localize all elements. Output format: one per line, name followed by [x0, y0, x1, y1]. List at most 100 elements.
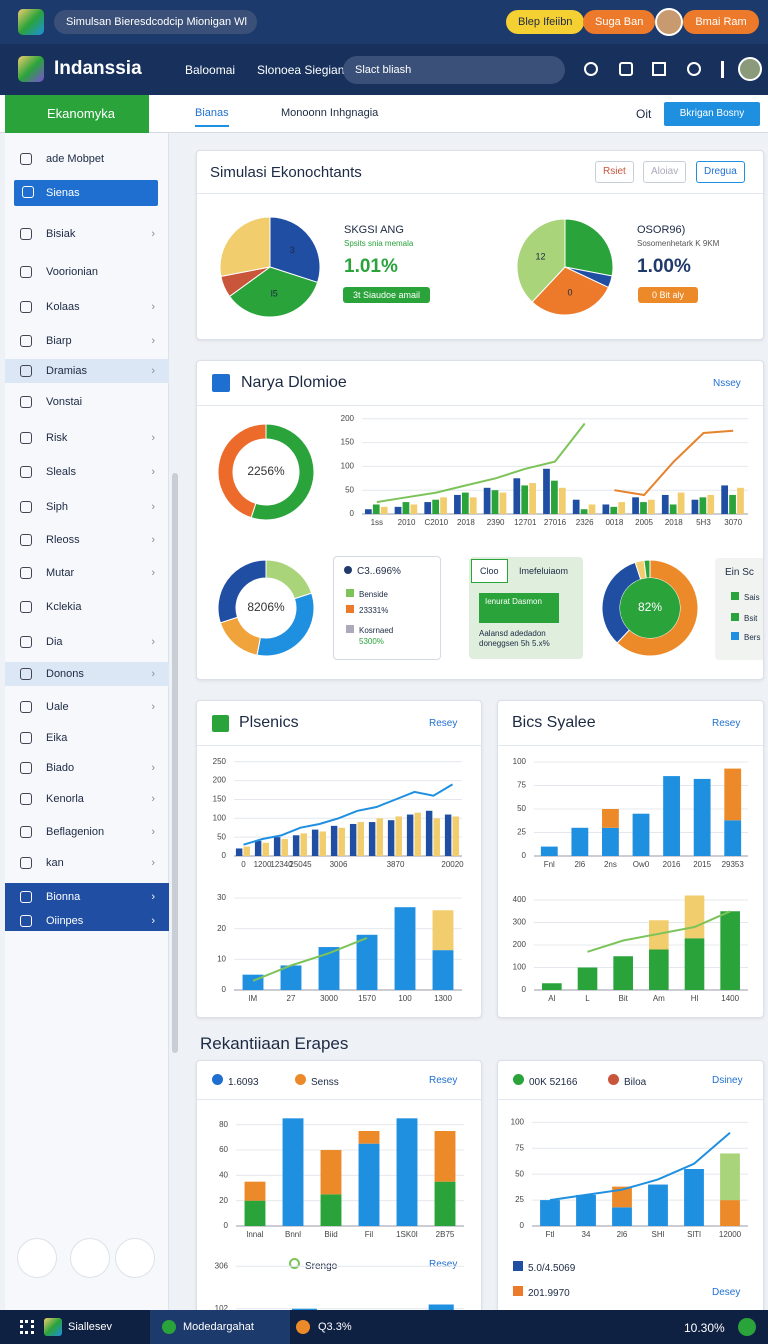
- sidebar-item[interactable]: Voorionian: [5, 260, 169, 284]
- link[interactable]: Nssey: [713, 378, 741, 389]
- logo[interactable]: [18, 56, 44, 82]
- icon[interactable]: [619, 62, 633, 76]
- chevron: ›: [151, 701, 155, 713]
- bar: [602, 504, 610, 514]
- sidebar-item[interactable]: Eika: [5, 726, 169, 750]
- sidebar-label: Voorionian: [46, 266, 98, 278]
- y-tick-label: 0: [222, 985, 227, 994]
- icon-button[interactable]: [70, 1238, 110, 1278]
- sidebar-label: Vonstai: [46, 396, 83, 408]
- search[interactable]: Simulsan Bieresdcodcip Mionigan Wl: [54, 10, 257, 34]
- sidebar-label: ade Mobpet: [46, 153, 105, 165]
- bar: [602, 809, 619, 828]
- x-tick-label: 5H3: [696, 518, 711, 527]
- link[interactable]: Resey: [429, 1075, 458, 1086]
- sidebar-item[interactable]: Donons ›: [5, 662, 169, 686]
- sidebar-item[interactable]: Kenorla ›: [5, 787, 169, 811]
- x-tick-label: 12701: [514, 518, 537, 527]
- heading: OSOR96): [637, 224, 686, 236]
- sidebar-item[interactable]: Rleoss ›: [5, 528, 169, 552]
- icon-button[interactable]: [115, 1238, 155, 1278]
- bar: [235, 848, 243, 856]
- sidebar-item[interactable]: Sienas: [14, 180, 158, 206]
- tab[interactable]: Slonoea Siegian: [257, 63, 345, 77]
- section[interactable]: Ekanomyka: [5, 95, 149, 133]
- y-tick-label: 30: [217, 893, 226, 902]
- button[interactable]: Dregua: [696, 161, 745, 183]
- sidebar-item[interactable]: Risk ›: [5, 426, 169, 450]
- link[interactable]: Resey: [429, 1259, 458, 1270]
- button[interactable]: 0 Bit aly: [638, 287, 699, 303]
- icon[interactable]: [652, 62, 666, 76]
- button[interactable]: 3t Siaudoe amail: [343, 287, 431, 303]
- button[interactable]: Blep Ifeiibn: [506, 10, 585, 34]
- sidebar-item[interactable]: Uale ›: [5, 695, 169, 719]
- task-item[interactable]: 10.30%: [684, 1321, 725, 1335]
- bar: [684, 895, 705, 939]
- button[interactable]: Aloiav: [643, 161, 687, 183]
- search[interactable]: Slact bliash: [343, 56, 565, 84]
- sidebar-item[interactable]: Beflagenion ›: [5, 820, 169, 844]
- bar: [262, 842, 269, 856]
- link[interactable]: Oit: [636, 107, 652, 121]
- tab[interactable]: Bianas: [195, 107, 229, 127]
- sidebar-item[interactable]: Bisiak ›: [5, 222, 169, 246]
- sidebar-item[interactable]: Dramias ›: [5, 359, 169, 383]
- icon[interactable]: [687, 62, 701, 76]
- chevron: ›: [151, 534, 155, 546]
- icon[interactable]: [721, 61, 724, 78]
- button[interactable]: Bmai Ram: [683, 10, 759, 34]
- chevron: ›: [151, 668, 155, 680]
- highlight: Ienurat Dasmon: [479, 593, 559, 623]
- task-item[interactable]: Siallesev: [68, 1321, 113, 1333]
- logo[interactable]: [18, 9, 44, 35]
- icon[interactable]: [20, 1320, 34, 1334]
- button[interactable]: Bkrigan Bosny: [664, 102, 760, 126]
- brand[interactable]: Indanssia: [54, 58, 142, 79]
- tab[interactable]: Monoonn Inhgnagia: [281, 107, 379, 119]
- legend: Ein Sc Sais Bsit Bers: [715, 558, 763, 660]
- sidebar-item[interactable]: Mutar ›: [5, 561, 169, 585]
- task-item[interactable]: Modedargahat: [183, 1321, 254, 1333]
- task-item[interactable]: Q3.3%: [318, 1321, 352, 1333]
- sidebar-item[interactable]: Siph ›: [5, 495, 169, 519]
- chevron: ›: [151, 762, 155, 774]
- bar: [612, 1186, 632, 1208]
- bar: [576, 1194, 596, 1226]
- scrollbar[interactable]: [172, 473, 178, 1053]
- avatar[interactable]: [655, 8, 683, 36]
- link[interactable]: Desey: [712, 1287, 741, 1298]
- button[interactable]: Rsiet: [595, 161, 634, 183]
- sidebar-item[interactable]: Bionna ›: [5, 885, 169, 909]
- sidebar-item[interactable]: Sleals ›: [5, 460, 169, 484]
- sidebar-item[interactable]: Kclekia: [5, 595, 169, 619]
- sidebar-item[interactable]: Dia ›: [5, 630, 169, 654]
- icon[interactable]: [44, 1318, 62, 1336]
- bar: [394, 907, 416, 990]
- sidebar-item[interactable]: Biarp ›: [5, 329, 169, 353]
- icon[interactable]: [738, 1318, 756, 1336]
- sidebar-item[interactable]: Biado ›: [5, 756, 169, 780]
- y-tick-label: 20: [219, 1196, 228, 1205]
- sidebar-item[interactable]: Oiinpes ›: [5, 909, 169, 933]
- sidebar-item[interactable]: Kolaas ›: [5, 295, 169, 319]
- bar: [434, 1181, 456, 1226]
- y-tick-label: 300: [513, 918, 527, 927]
- bar: [396, 1118, 418, 1226]
- slice-label: 12: [535, 252, 545, 262]
- bar: [424, 502, 432, 514]
- link[interactable]: Dsiney: [712, 1075, 743, 1086]
- icon-button[interactable]: [17, 1238, 57, 1278]
- button[interactable]: Suga Ban: [583, 10, 656, 34]
- sidebar-item[interactable]: Vonstai: [5, 390, 169, 414]
- bar: [648, 1184, 668, 1226]
- link[interactable]: Resey: [429, 718, 458, 729]
- sidebar-item[interactable]: ade Mobpet: [5, 147, 169, 171]
- tab[interactable]: Baloomai: [185, 63, 236, 77]
- sidebar-item[interactable]: kan ›: [5, 851, 169, 875]
- icon[interactable]: [584, 62, 598, 76]
- avatar[interactable]: [738, 57, 762, 81]
- y-tick-label: 0: [522, 851, 527, 860]
- link[interactable]: Resey: [712, 718, 741, 729]
- sidebar-label: Bionna: [46, 891, 81, 903]
